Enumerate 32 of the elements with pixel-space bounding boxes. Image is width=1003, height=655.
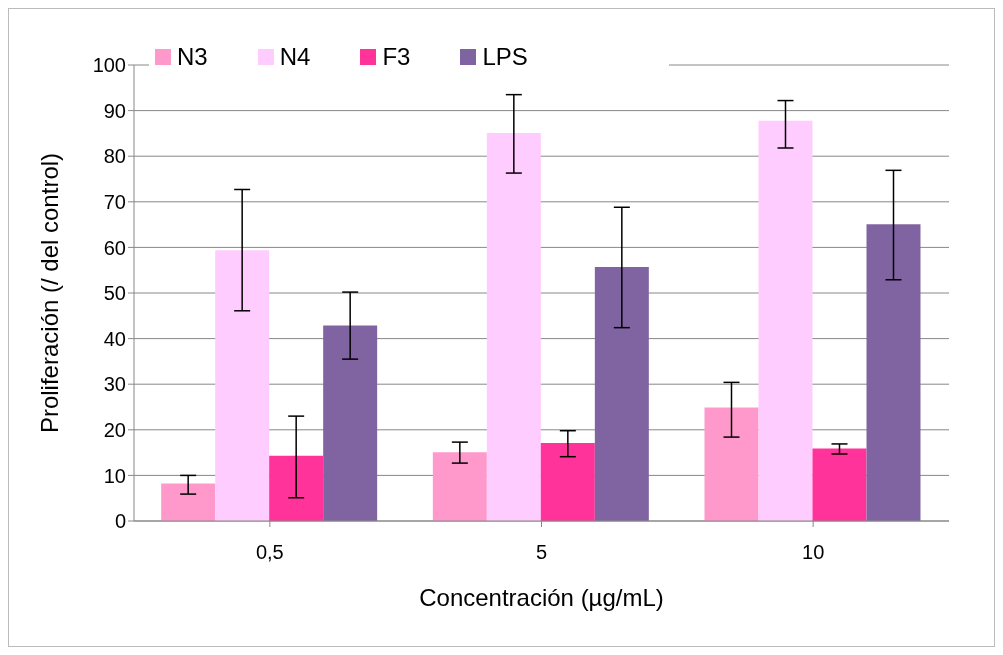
y-tick-label: 10	[103, 464, 126, 487]
y-tick-label: 100	[92, 54, 126, 77]
bar	[812, 448, 867, 521]
bar	[486, 132, 541, 521]
y-tick-label: 20	[103, 418, 126, 441]
x-tick-label: 10	[802, 541, 825, 564]
y-tick-label: 40	[103, 327, 126, 350]
y-tick-label: 90	[103, 99, 126, 122]
y-axis-title: Proliferación (/ del control)	[35, 152, 63, 434]
bar	[432, 452, 487, 521]
y-tick-label: 80	[103, 145, 126, 168]
y-tick-label: 60	[103, 236, 126, 259]
legend-label: F3	[381, 43, 411, 71]
x-tick-label: 5	[535, 541, 548, 564]
bar	[594, 267, 649, 521]
bar	[540, 443, 595, 521]
y-tick-label: 0	[114, 510, 126, 533]
x-tick-label: 0,5	[255, 541, 284, 564]
bar	[866, 224, 921, 521]
y-tick-label: 50	[103, 282, 126, 305]
legend-label: N3	[176, 43, 208, 71]
bar	[161, 483, 216, 521]
bar	[215, 250, 270, 521]
y-tick-label: 70	[103, 190, 126, 213]
x-axis-title: Concentración (µg/mL)	[419, 584, 664, 611]
legend-label: LPS	[481, 43, 528, 71]
bar	[323, 325, 378, 521]
bar	[269, 455, 324, 521]
legend-label: N4	[278, 43, 311, 71]
bar	[704, 407, 759, 521]
bar	[758, 120, 813, 521]
y-tick-label: 30	[103, 373, 126, 396]
